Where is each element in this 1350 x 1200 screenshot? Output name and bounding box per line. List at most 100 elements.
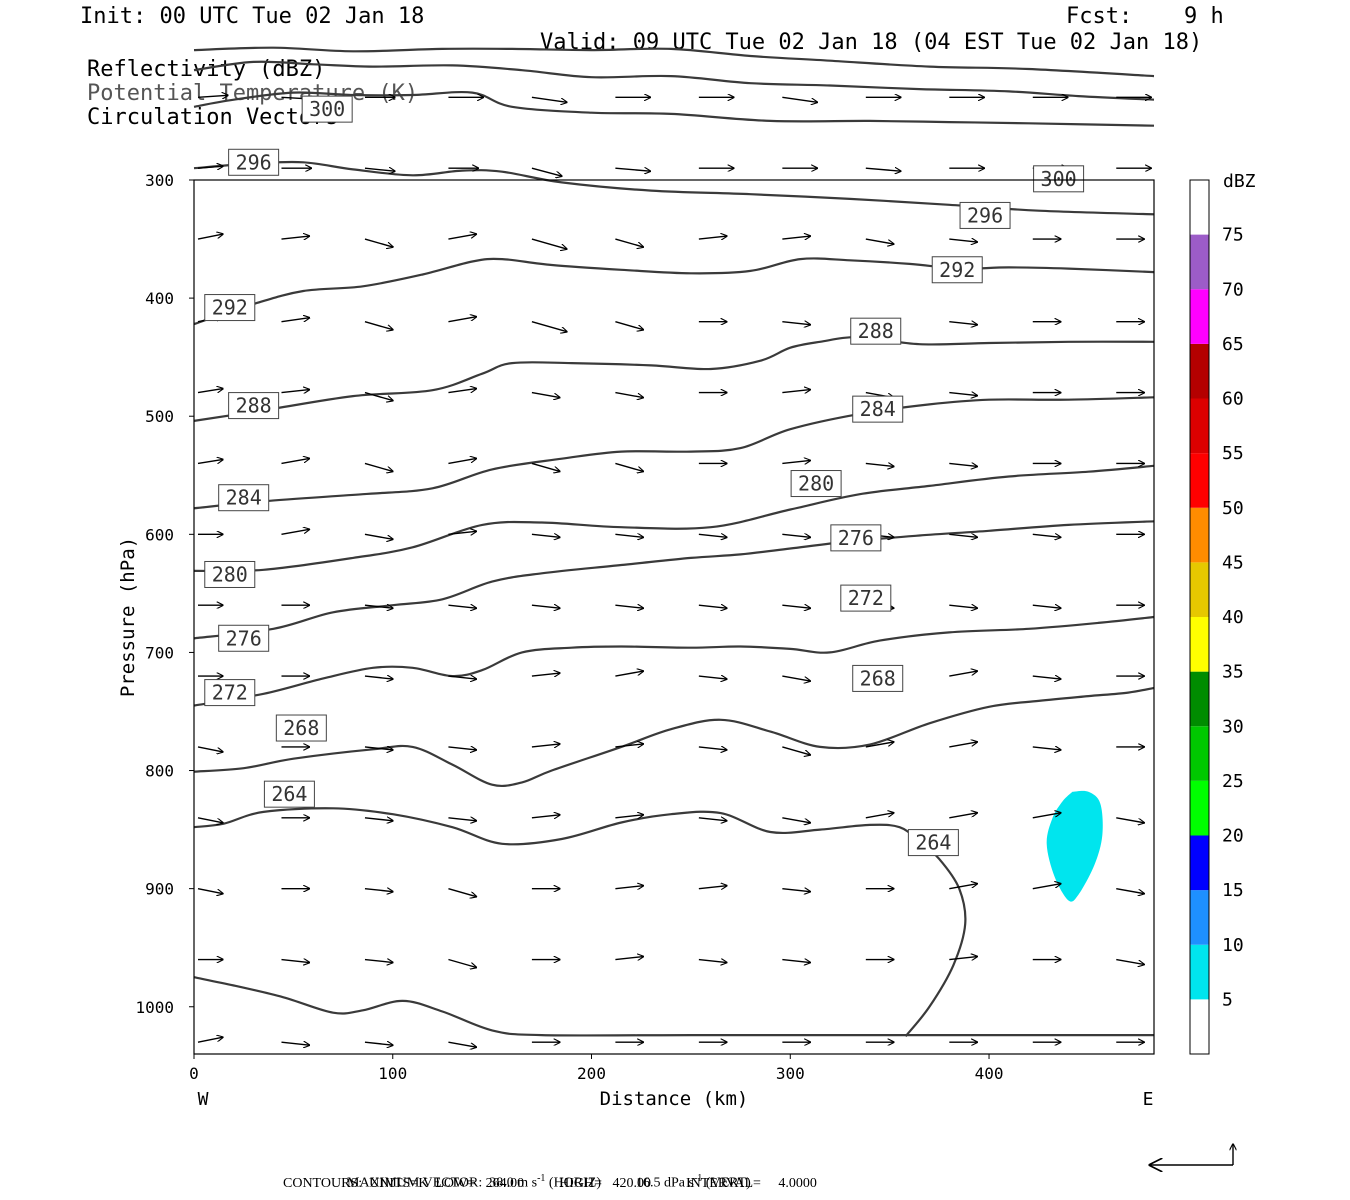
colorbar-label: 25 xyxy=(1222,771,1244,792)
contour-label-box xyxy=(204,679,256,707)
y-tick-label: 900 xyxy=(145,880,174,899)
theta-contour-272 xyxy=(193,615,1155,707)
circulation-vector xyxy=(448,531,476,534)
field-reflectivity: Reflectivity (dBZ) xyxy=(87,57,326,82)
circulation-vector xyxy=(949,671,977,677)
circulation-vector xyxy=(949,534,977,537)
colorbar-label: 75 xyxy=(1222,225,1244,246)
colorbar-label: 55 xyxy=(1222,443,1244,464)
circulation-vector xyxy=(531,238,567,249)
contour-label-box xyxy=(931,256,983,284)
x-axis-title: Distance (km) xyxy=(600,1088,749,1110)
circulation-vector xyxy=(865,742,894,748)
theta-contour-292 xyxy=(193,257,1155,326)
contour-label-box xyxy=(228,392,280,420)
colorbar-segment xyxy=(1190,453,1209,508)
x-tick-label: 300 xyxy=(776,1064,805,1083)
circulation-vector xyxy=(531,462,560,471)
contour-label-box xyxy=(907,829,959,857)
circulation-vector xyxy=(364,889,393,892)
colorbar-segment xyxy=(1190,726,1209,781)
circulation-vector xyxy=(615,815,643,818)
circulation-vector xyxy=(949,813,977,819)
circulation-vector xyxy=(364,238,393,247)
x-tick-label: 200 xyxy=(577,1064,606,1083)
circulation-vector xyxy=(698,605,727,608)
x-right-end-label: E xyxy=(1143,1089,1154,1110)
colorbar-label: 70 xyxy=(1222,279,1244,300)
circulation-vector xyxy=(1032,884,1061,890)
contour-label-box xyxy=(1033,165,1085,193)
forecast-label: Fcst: xyxy=(1066,4,1133,29)
x-left-end-label: W xyxy=(198,1089,209,1110)
colorbar-label: 10 xyxy=(1222,935,1244,956)
colorbar-segment xyxy=(1190,562,1209,617)
colorbar-segment xyxy=(1190,343,1209,399)
plot-frame xyxy=(193,179,1155,1055)
contour-label-box xyxy=(790,470,842,498)
colorbar-label: 40 xyxy=(1222,607,1244,628)
circulation-vector xyxy=(949,957,977,960)
circulation-vector xyxy=(364,605,393,608)
colorbar-segment xyxy=(1190,944,1209,1000)
circulation-vector xyxy=(949,605,977,608)
y-axis-title: Pressure (hPa) xyxy=(117,537,139,697)
circulation-vector xyxy=(865,238,894,244)
contour-label: 276 xyxy=(226,626,262,650)
contour-label-box xyxy=(301,95,353,123)
init-time: Init: 00 UTC Tue 02 Jan 18 xyxy=(80,4,425,29)
circulation-vector xyxy=(531,167,562,176)
circulation-vector xyxy=(364,676,393,679)
circulation-vector xyxy=(197,389,223,394)
y-tick-label: 400 xyxy=(145,289,174,308)
circulation-vector xyxy=(364,168,395,171)
colorbar-segment xyxy=(1190,289,1209,344)
contour-label-box xyxy=(218,624,270,652)
circulation-vector xyxy=(615,168,650,171)
colorbar-label: 45 xyxy=(1222,552,1244,573)
footer-max-vector: MAXIMUM VECTOR: 38.0 m s-1 (HORIZ) 16.5 … xyxy=(347,1173,751,1191)
circulation-vector xyxy=(698,534,727,537)
circulation-vector xyxy=(615,886,643,889)
circulation-vector xyxy=(531,815,560,818)
theta-contour-296 xyxy=(193,160,1155,216)
colorbar-frame xyxy=(1189,179,1210,1055)
y-tick-label: 500 xyxy=(145,407,174,426)
circulation-vector xyxy=(782,96,817,102)
circulation-vector xyxy=(1116,887,1144,894)
circulation-vector xyxy=(531,673,560,676)
colorbar-segment xyxy=(1190,234,1209,290)
circulation-vector xyxy=(865,168,901,171)
y-tick-label: 600 xyxy=(145,525,174,544)
theta-contour-300 xyxy=(193,90,1155,127)
contour-label: 284 xyxy=(860,397,896,421)
contour-label: 276 xyxy=(838,526,874,550)
theta-contour-284 xyxy=(193,396,1155,510)
contour-label: 288 xyxy=(236,394,272,418)
circulation-vector xyxy=(531,534,560,537)
circulation-vector xyxy=(782,322,810,325)
contour-label: 264 xyxy=(915,831,951,855)
circulation-vector xyxy=(364,321,393,330)
circulation-vector xyxy=(1032,747,1061,750)
colorbar: 5 10 15 20 25 30 35 40 45 50 55 60 65 70 75 xyxy=(1189,179,1244,1055)
circulation-vector xyxy=(949,239,977,242)
circulation-vector xyxy=(615,744,643,747)
circulation-vector xyxy=(197,746,223,752)
circulation-vector xyxy=(1032,605,1061,608)
circulation-vector xyxy=(782,675,810,681)
circulation-vector xyxy=(531,744,560,747)
theta-contour-layer xyxy=(193,46,1155,1037)
contour-label-box xyxy=(852,664,904,692)
reflectivity-area xyxy=(1046,790,1103,902)
x-tick-label: 0 xyxy=(189,1064,199,1083)
colorbar-label: 30 xyxy=(1222,716,1244,737)
circulation-vector xyxy=(949,322,977,325)
forecast-hour: 9 h xyxy=(1184,4,1224,29)
colorbar-segment xyxy=(1190,671,1209,727)
colorbar-segment xyxy=(1190,890,1209,945)
circulation-vector xyxy=(615,957,643,960)
circulation-vector xyxy=(782,746,810,755)
circulation-vector xyxy=(782,817,810,823)
circulation-vector xyxy=(615,534,643,537)
